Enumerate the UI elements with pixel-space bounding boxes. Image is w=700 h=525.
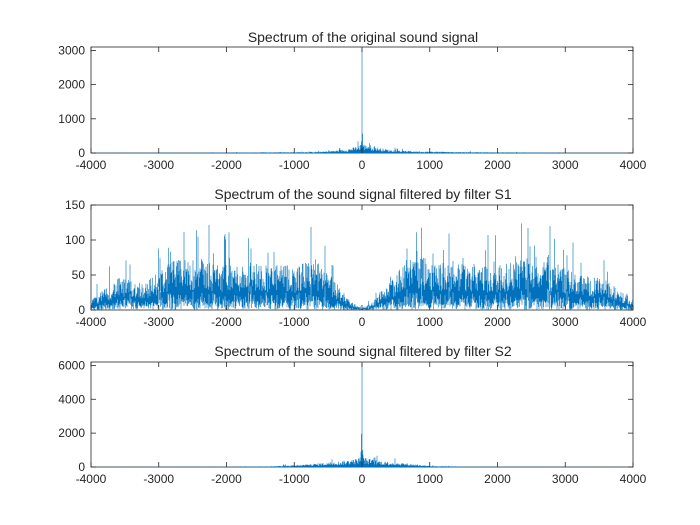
y-tick-label: 150 [65,198,85,212]
x-tick-label: 4000 [620,158,647,172]
x-tick-label: -1000 [279,472,310,486]
axes-original-spectrum: Spectrum of the original sound signal -4… [58,29,646,172]
y-tick-label: 6000 [58,358,85,372]
x-tick-label: -4000 [76,158,107,172]
x-tick-label: -3000 [143,472,174,486]
chart-title-s2: Spectrum of the sound signal filtered by… [214,343,511,359]
y-tick-label: 0 [78,460,85,474]
y-tick-label: 2000 [58,426,85,440]
x-tick-label: 3000 [552,158,579,172]
x-tick-label: 2000 [484,472,511,486]
x-tick-label: 4000 [620,472,647,486]
y-tick-label: 4000 [58,392,85,406]
x-tick-label: 3000 [552,472,579,486]
x-tick-label: 3000 [552,315,579,329]
x-tick-label: 0 [359,472,366,486]
chart-title-s1: Spectrum of the sound signal filtered by… [214,186,511,202]
x-tick-label: -4000 [76,315,107,329]
x-tick-label: -2000 [211,472,242,486]
x-tick-label: -1000 [279,315,310,329]
chart-title-original: Spectrum of the original sound signal [248,29,478,45]
x-tick-label: 1000 [416,158,443,172]
y-tick-label: 100 [65,233,85,247]
x-tick-label: 4000 [620,315,647,329]
x-tick-label: -3000 [143,315,174,329]
y-tick-label: 2000 [58,78,85,92]
y-tick-label: 0 [78,146,85,160]
y-tick-label: 50 [72,268,86,282]
x-tick-label: 2000 [484,315,511,329]
x-tick-label: -1000 [279,158,310,172]
x-tick-label: 1000 [416,315,443,329]
y-tick-label: 1000 [58,112,85,126]
axes-s1-spectrum: Spectrum of the sound signal filtered by… [65,186,647,329]
x-tick-label: 0 [359,315,366,329]
x-tick-label: 2000 [484,158,511,172]
series-spectrum-line [91,223,633,310]
x-tick-label: -3000 [143,158,174,172]
x-tick-label: 0 [359,158,366,172]
y-tick-label: 3000 [58,43,85,57]
x-tick-label: -4000 [76,472,107,486]
x-tick-label: 1000 [416,472,443,486]
y-tick-label: 0 [78,303,85,317]
x-tick-label: -2000 [211,315,242,329]
x-tick-label: -2000 [211,158,242,172]
axes-s2-spectrum: Spectrum of the sound signal filtered by… [58,343,646,486]
